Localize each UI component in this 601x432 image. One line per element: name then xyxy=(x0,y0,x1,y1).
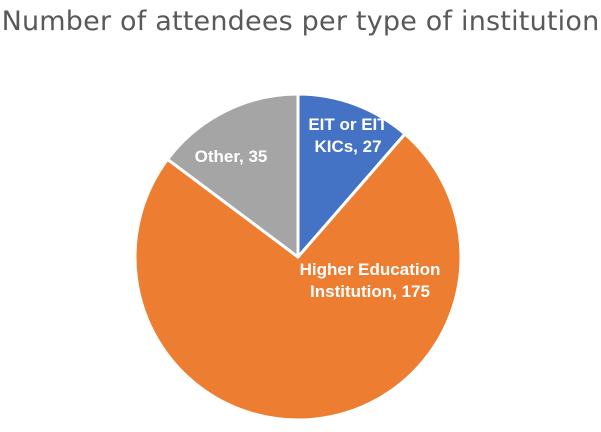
data-label-1: EIT or EIT KICs, 27 xyxy=(308,115,388,156)
data-label-line: Institution, 175 xyxy=(310,282,430,301)
chart-title: Number of attendees per type of institut… xyxy=(1,6,600,37)
pie-slice-1 xyxy=(296,92,407,259)
data-label-line: Other, 35 xyxy=(195,147,268,166)
pie-slice-2 xyxy=(133,132,463,422)
data-label-2: Higher Education Institution, 175 xyxy=(300,260,441,301)
pie-slice-3 xyxy=(166,92,300,259)
data-label-3: Other, 35 xyxy=(195,147,268,166)
data-label-line: EIT or EIT xyxy=(308,115,388,134)
data-label-line: KICs, 27 xyxy=(314,137,381,156)
data-label-line: Higher Education xyxy=(300,260,441,279)
